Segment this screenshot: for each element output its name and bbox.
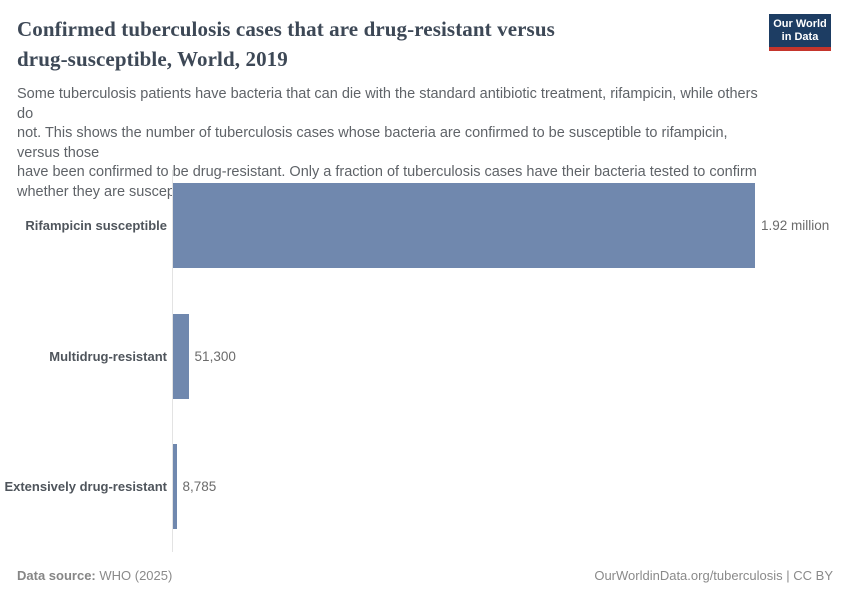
credit-link[interactable]: OurWorldinData.org/tuberculosis | CC BY [594, 568, 833, 583]
data-source-link[interactable]: Data source: WHO (2025) [17, 568, 172, 583]
chart-footer: Data source: WHO (2025) OurWorldinData.o… [17, 568, 833, 583]
owid-logo-box: Our World in Data [769, 14, 831, 47]
chart-subtitle-line-2: not. This shows the number of tuberculos… [17, 125, 728, 161]
bar-row-multidrug-resistant: Multidrug-resistant 51,300 [0, 314, 850, 399]
y-axis-line [172, 170, 173, 552]
chart-header: Confirmed tuberculosis cases that are dr… [17, 14, 762, 202]
data-source-label: Data source: [17, 568, 96, 583]
owid-logo-stripe [769, 47, 831, 51]
chart-title: Confirmed tuberculosis cases that are dr… [17, 14, 762, 74]
chart-title-line-2: drug-susceptible, World, 2019 [17, 47, 288, 71]
bar-row-extensively-drug-resistant: Extensively drug-resistant 8,785 [0, 444, 850, 529]
bar-multidrug-resistant[interactable] [173, 314, 189, 399]
data-source-value: WHO (2025) [95, 568, 173, 583]
chart-subtitle-line-1: Some tuberculosis patients have bacteria… [17, 86, 758, 122]
bar-extensively-drug-resistant[interactable] [173, 444, 177, 529]
value-label: 1.92 million [761, 218, 830, 233]
owid-logo-line-1: Our World [773, 17, 827, 30]
value-label: 8,785 [182, 479, 217, 494]
bar-rifampicin-susceptible[interactable] [173, 183, 755, 268]
category-label: Extensively drug-resistant [4, 479, 167, 494]
owid-logo[interactable]: Our World in Data [769, 14, 831, 51]
value-label: 51,300 [194, 349, 236, 364]
category-label: Multidrug-resistant [49, 349, 167, 364]
category-label: Rifampicin susceptible [25, 218, 167, 233]
chart-title-line-1: Confirmed tuberculosis cases that are dr… [17, 17, 555, 41]
chart-subtitle-line-3: have been confirmed to be drug-resistant… [17, 164, 757, 180]
bar-row-rifampicin-susceptible: Rifampicin susceptible 1.92 million [0, 183, 850, 268]
owid-logo-line-2: in Data [781, 30, 819, 43]
